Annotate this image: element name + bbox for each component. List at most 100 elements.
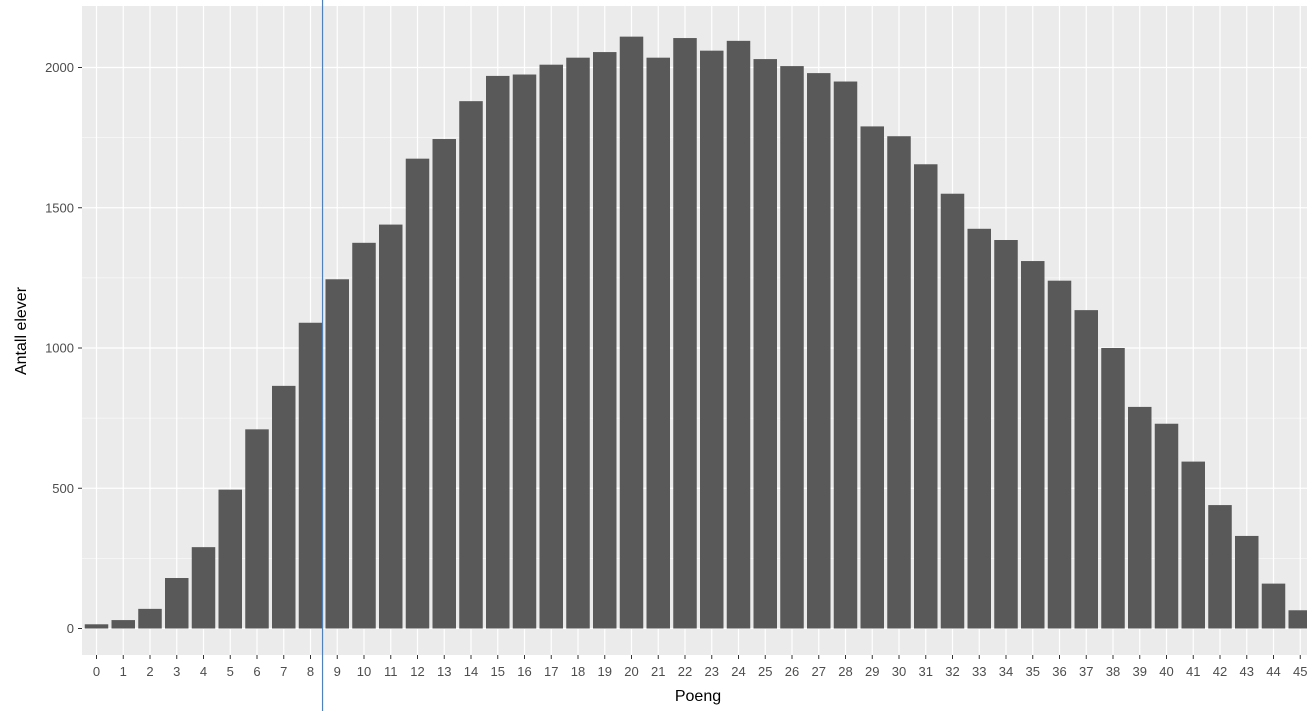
x-tick-label-13: 13 <box>437 664 451 679</box>
x-tick-label-9: 9 <box>334 664 341 679</box>
bar-14 <box>459 101 483 629</box>
bar-37 <box>1074 310 1098 629</box>
x-tick-label-40: 40 <box>1159 664 1173 679</box>
bar-16 <box>512 74 537 629</box>
bar-19 <box>593 52 617 629</box>
bar-42 <box>1208 505 1232 629</box>
x-tick-label-15: 15 <box>491 664 505 679</box>
x-tick-label-4: 4 <box>200 664 207 679</box>
x-tick-label-45: 45 <box>1293 664 1307 679</box>
x-tick-label-38: 38 <box>1106 664 1120 679</box>
bar-18 <box>566 57 590 629</box>
x-axis-title: Poeng <box>675 688 721 705</box>
y-axis-title: Antall elever <box>13 286 30 375</box>
x-tick-label-26: 26 <box>785 664 799 679</box>
x-tick-label-30: 30 <box>892 664 906 679</box>
y-axis-ticks: 0 500 1000 1500 2000 <box>45 60 82 636</box>
x-axis-ticks: 0 1 2 3 4 5 6 7 8 9 10 11 12 13 14 15 16 17 18 19 20 21 22 23 24… <box>93 655 1307 679</box>
x-tick-label-22: 22 <box>678 664 692 679</box>
bar-4 <box>191 547 216 629</box>
x-tick-label-35: 35 <box>1026 664 1040 679</box>
x-tick-label-1: 1 <box>120 664 127 679</box>
x-tick-label-42: 42 <box>1213 664 1227 679</box>
x-tick-label-43: 43 <box>1240 664 1254 679</box>
x-tick-label-18: 18 <box>571 664 585 679</box>
x-tick-label-10: 10 <box>357 664 371 679</box>
bar-30 <box>887 136 911 629</box>
x-tick-label-44: 44 <box>1266 664 1280 679</box>
bar-10 <box>352 242 376 629</box>
x-tick-label-14: 14 <box>464 664 478 679</box>
bars <box>84 36 1307 629</box>
bar-35 <box>1021 261 1045 629</box>
x-tick-label-34: 34 <box>999 664 1013 679</box>
bar-41 <box>1181 461 1205 629</box>
x-tick-label-12: 12 <box>410 664 424 679</box>
bar-8 <box>298 322 323 629</box>
bar-3 <box>165 578 189 629</box>
bar-34 <box>994 240 1018 629</box>
bar-38 <box>1101 348 1125 629</box>
bar-36 <box>1047 280 1072 629</box>
x-tick-label-31: 31 <box>919 664 933 679</box>
bar-21 <box>646 57 670 629</box>
x-tick-label-27: 27 <box>812 664 826 679</box>
bar-12 <box>405 158 430 629</box>
bar-32 <box>940 193 965 629</box>
bar-25 <box>753 59 777 629</box>
bar-0 <box>84 624 109 629</box>
x-tick-label-37: 37 <box>1079 664 1093 679</box>
bar-22 <box>673 38 697 629</box>
x-tick-label-24: 24 <box>731 664 745 679</box>
bar-20 <box>619 36 644 629</box>
bar-26 <box>780 66 804 629</box>
y-tick-label: 0 <box>67 621 74 636</box>
bar-29 <box>860 126 884 629</box>
bar-28 <box>833 81 858 629</box>
x-tick-label-41: 41 <box>1186 664 1200 679</box>
bar-24 <box>726 40 751 629</box>
bar-33 <box>967 228 991 629</box>
x-tick-label-32: 32 <box>945 664 959 679</box>
bar-2 <box>138 608 162 629</box>
x-tick-label-28: 28 <box>838 664 852 679</box>
bar-5 <box>218 489 242 629</box>
bar-17 <box>539 64 563 629</box>
bar-44 <box>1261 583 1286 629</box>
bar-43 <box>1235 535 1259 629</box>
bar-31 <box>914 164 938 629</box>
bar-40 <box>1154 423 1179 629</box>
y-tick-label: 500 <box>52 481 74 496</box>
bar-6 <box>245 429 269 629</box>
x-tick-label-16: 16 <box>517 664 531 679</box>
x-tick-label-17: 17 <box>544 664 558 679</box>
y-tick-label: 1000 <box>45 341 74 356</box>
x-tick-label-20: 20 <box>624 664 638 679</box>
x-tick-label-25: 25 <box>758 664 772 679</box>
bar-1 <box>111 620 135 629</box>
x-tick-label-36: 36 <box>1052 664 1066 679</box>
x-tick-label-2: 2 <box>146 664 153 679</box>
bar-9 <box>325 279 349 629</box>
x-tick-label-7: 7 <box>280 664 287 679</box>
x-tick-label-33: 33 <box>972 664 986 679</box>
y-tick-label: 2000 <box>45 60 74 75</box>
x-tick-label-39: 39 <box>1133 664 1147 679</box>
x-tick-label-11: 11 <box>384 664 398 679</box>
bar-23 <box>700 50 724 629</box>
bar-39 <box>1128 406 1152 629</box>
x-tick-label-0: 0 <box>93 664 100 679</box>
x-tick-label-19: 19 <box>598 664 612 679</box>
bar-11 <box>379 224 403 629</box>
x-tick-label-29: 29 <box>865 664 879 679</box>
bar-7 <box>272 385 296 629</box>
x-tick-label-21: 21 <box>651 664 665 679</box>
bar-15 <box>486 75 510 629</box>
x-tick-label-23: 23 <box>705 664 719 679</box>
x-tick-label-8: 8 <box>307 664 314 679</box>
bar-27 <box>807 73 831 629</box>
x-tick-label-5: 5 <box>227 664 234 679</box>
bar-13 <box>432 139 456 629</box>
y-tick-label: 1500 <box>45 200 74 215</box>
